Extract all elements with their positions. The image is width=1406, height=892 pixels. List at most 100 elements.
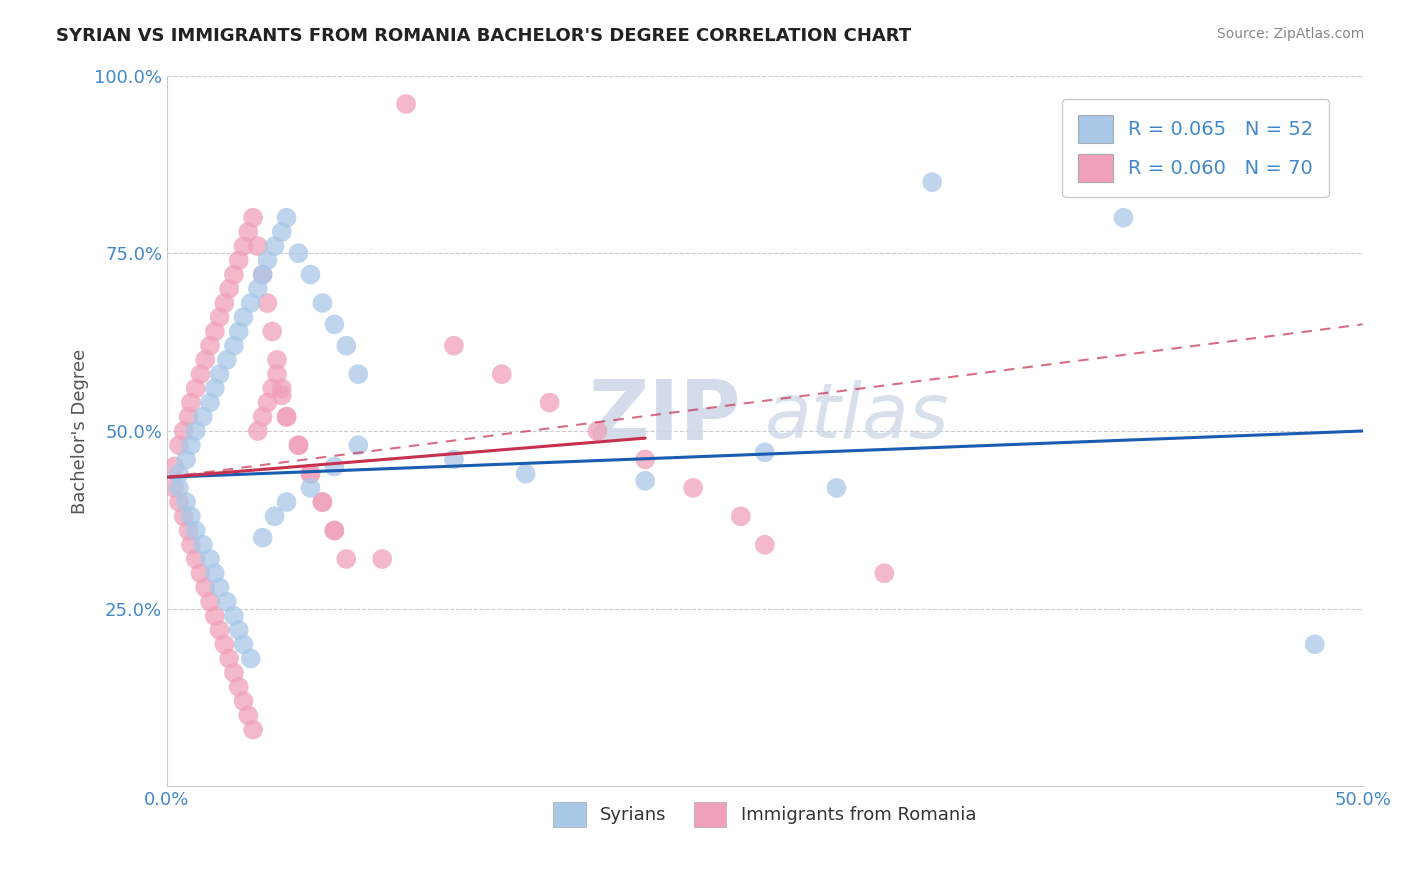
Point (335, 339, 357, 353)
Point (347, 438, 370, 452)
Point (323, 524, 346, 538)
Point (215, 352, 238, 367)
Point (194, 581, 217, 595)
Point (173, 424, 195, 438)
Point (262, 325, 284, 339)
Point (198, 339, 221, 353)
Point (208, 367, 231, 381)
Point (323, 318, 346, 332)
Point (299, 467, 322, 481)
Point (270, 225, 292, 239)
Point (191, 538, 214, 552)
Point (222, 268, 245, 282)
Point (1112, 211, 1135, 225)
Point (167, 438, 190, 452)
Point (184, 552, 207, 566)
Point (287, 438, 309, 452)
Point (173, 509, 195, 524)
Point (238, 225, 260, 239)
Point (256, 253, 278, 268)
Point (204, 381, 226, 395)
Point (163, 481, 186, 495)
Point (204, 608, 226, 623)
Point (252, 531, 274, 545)
Point (232, 239, 254, 253)
Point (730, 509, 752, 524)
Point (276, 211, 298, 225)
Point (167, 467, 190, 481)
Y-axis label: Bachelor's Degree: Bachelor's Degree (72, 349, 89, 514)
Point (228, 325, 250, 339)
Point (174, 452, 197, 467)
Point (190, 566, 212, 581)
Point (263, 509, 285, 524)
Point (311, 495, 333, 509)
Point (252, 268, 274, 282)
Point (177, 524, 200, 538)
Point (218, 282, 240, 296)
Point (184, 524, 207, 538)
Point (347, 367, 370, 381)
Point (299, 268, 322, 282)
Point (634, 474, 657, 488)
Point (443, 452, 465, 467)
Point (921, 175, 943, 189)
Point (242, 723, 264, 737)
Legend: Syrians, Immigrants from Romania: Syrians, Immigrants from Romania (546, 795, 983, 834)
Point (252, 409, 274, 424)
Point (256, 395, 278, 409)
Point (491, 367, 513, 381)
Point (222, 665, 245, 680)
Point (204, 325, 226, 339)
Point (311, 495, 333, 509)
Point (371, 552, 394, 566)
Point (443, 339, 465, 353)
Point (239, 296, 262, 310)
Point (180, 538, 202, 552)
Point (266, 352, 288, 367)
Point (395, 97, 418, 112)
Point (180, 438, 202, 452)
Point (287, 438, 309, 452)
Point (246, 239, 269, 253)
Text: Source: ZipAtlas.com: Source: ZipAtlas.com (1216, 27, 1364, 41)
Point (252, 268, 274, 282)
Point (299, 467, 322, 481)
Point (323, 459, 346, 474)
Point (191, 409, 214, 424)
Point (263, 239, 285, 253)
Point (198, 552, 221, 566)
Point (1303, 637, 1326, 651)
Point (174, 495, 197, 509)
Point (218, 651, 240, 665)
Point (754, 538, 776, 552)
Text: atlas: atlas (765, 380, 949, 454)
Point (232, 310, 254, 325)
Point (634, 452, 657, 467)
Point (198, 594, 221, 608)
Point (222, 608, 245, 623)
Point (228, 680, 250, 694)
Point (538, 395, 561, 409)
Point (825, 481, 848, 495)
Text: SYRIAN VS IMMIGRANTS FROM ROMANIA BACHELOR'S DEGREE CORRELATION CHART: SYRIAN VS IMMIGRANTS FROM ROMANIA BACHEL… (56, 27, 911, 45)
Point (208, 581, 231, 595)
Point (256, 296, 278, 310)
Point (190, 367, 212, 381)
Point (299, 481, 322, 495)
Point (287, 246, 309, 260)
Point (214, 637, 236, 651)
Point (754, 445, 776, 459)
Point (873, 566, 896, 581)
Point (238, 708, 260, 723)
Point (276, 495, 298, 509)
Point (515, 467, 537, 481)
Point (232, 694, 254, 708)
Point (194, 352, 217, 367)
Point (163, 459, 186, 474)
Point (167, 495, 190, 509)
Point (222, 339, 245, 353)
Point (276, 409, 298, 424)
Point (184, 424, 207, 438)
Point (276, 409, 298, 424)
